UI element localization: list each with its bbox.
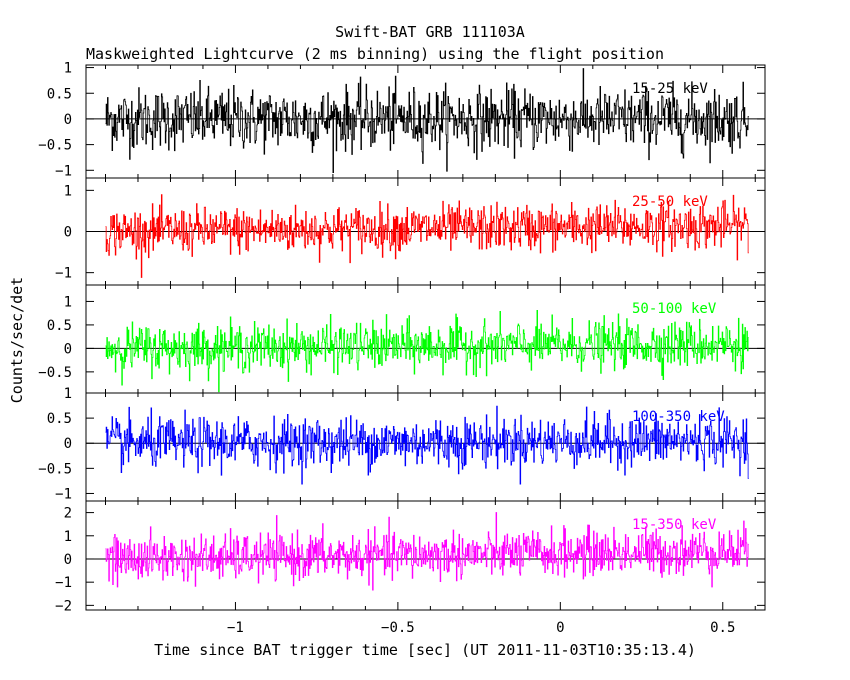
ytick-label-4-0: −2 bbox=[55, 598, 72, 614]
ytick-label-1-1: 0 bbox=[64, 225, 72, 241]
xtick-label-2: 0 bbox=[556, 620, 564, 636]
ytick-label-3-0: −1 bbox=[55, 486, 72, 502]
series-line-3 bbox=[105, 405, 749, 485]
panel-frame-4 bbox=[85, 500, 766, 611]
ytick-label-4-2: 0 bbox=[64, 552, 72, 568]
y-axis-label: Counts/sec/det bbox=[8, 277, 26, 403]
series-line-2 bbox=[105, 310, 749, 393]
ytick-label-0-0: −1 bbox=[55, 163, 72, 179]
chart-title: Swift-BAT GRB 111103A bbox=[335, 23, 525, 41]
x-axis-label: Time since BAT trigger time [sec] (UT 20… bbox=[154, 641, 696, 659]
ytick-label-0-1: −0.5 bbox=[38, 138, 72, 154]
xtick-label-0: −1 bbox=[227, 620, 244, 636]
band-label-4: 15-350 keV bbox=[632, 517, 717, 533]
band-label-2: 50-100 keV bbox=[632, 301, 717, 317]
ytick-label-0-3: 0.5 bbox=[47, 86, 72, 102]
band-label-1: 25-50 keV bbox=[632, 194, 708, 210]
ytick-label-3-1: −0.5 bbox=[38, 461, 72, 477]
xtick-label-1: −0.5 bbox=[381, 620, 415, 636]
panels-group: 15-25 keV −1 −0.5 0 0.5 1 25-50 keV −1 0 1 50-100 … bbox=[38, 61, 766, 636]
ytick-label-3-2: 0 bbox=[64, 436, 72, 452]
ytick-label-2-0: −0.5 bbox=[38, 365, 72, 381]
ytick-label-3-3: 0.5 bbox=[47, 411, 72, 427]
ytick-label-2-2: 0.5 bbox=[47, 318, 72, 334]
band-label-3: 100-350 keV bbox=[632, 409, 725, 425]
xtick-label-3: 0.5 bbox=[710, 620, 735, 636]
ytick-label-1-0: −1 bbox=[55, 266, 72, 282]
ytick-label-3-4: 1 bbox=[64, 386, 72, 402]
ytick-label-4-3: 1 bbox=[64, 529, 72, 545]
ytick-label-4-1: −1 bbox=[55, 575, 72, 591]
ytick-label-0-4: 1 bbox=[64, 61, 72, 77]
band-label-0: 15-25 keV bbox=[632, 81, 708, 97]
ytick-label-2-1: 0 bbox=[64, 341, 72, 357]
series-line-4 bbox=[105, 512, 749, 591]
ytick-label-4-4: 2 bbox=[64, 506, 72, 522]
ytick-label-1-2: 1 bbox=[64, 183, 72, 199]
ytick-label-2-3: 1 bbox=[64, 294, 72, 310]
chart-subtitle: Maskweighted Lightcurve (2 ms binning) u… bbox=[86, 45, 664, 63]
series-line-1 bbox=[105, 194, 749, 278]
series-line-0 bbox=[105, 68, 749, 173]
ytick-label-0-2: 0 bbox=[64, 112, 72, 128]
